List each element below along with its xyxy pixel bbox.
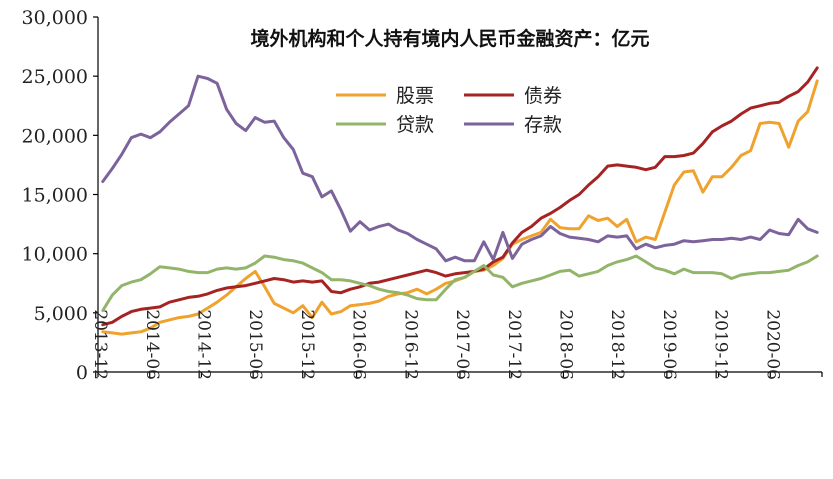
x-tick-label: 2019-06 (659, 309, 679, 380)
x-tick-label: 2014-06 (142, 309, 162, 380)
y-tick-label: 10,000 (22, 244, 88, 266)
x-tick-label: 2018-06 (555, 309, 575, 380)
x-tick-label: 2018-12 (607, 309, 627, 380)
y-tick-label: 15,000 (22, 185, 88, 207)
x-tick-label: 2014-12 (193, 309, 213, 380)
x-tick-label: 2015-12 (297, 309, 317, 380)
series-line-债券 (101, 66, 819, 327)
x-tick-label: 2017-12 (504, 309, 524, 380)
chart-title: 境外机构和个人持有境内人民币金融资产：亿元 (250, 27, 649, 50)
y-tick-label: 25,000 (22, 66, 88, 88)
y-tick-label: 5,000 (34, 303, 88, 325)
x-tick-label: 2013-12 (90, 309, 110, 380)
series-line-股票 (101, 79, 819, 336)
legend-label-贷款: 贷款 (396, 114, 434, 136)
x-tick-label: 2017-06 (452, 309, 472, 380)
y-tick-label: 20,000 (22, 125, 88, 147)
x-tick-label: 2015-06 (245, 309, 265, 380)
x-ticks: 2013-12 2014-06 2014-12 2015-06 2015-12 2016-… (90, 309, 823, 380)
x-tick-label: 2016-12 (400, 309, 420, 380)
legend-label-存款: 存款 (524, 114, 562, 136)
x-tick-label: 2016-06 (349, 309, 369, 380)
legend-label-债券: 债券 (524, 85, 562, 107)
x-tick-label: 2020-06 (762, 309, 782, 380)
plot-area (101, 66, 819, 336)
series-line-存款 (101, 74, 819, 263)
y-tick-label: 0 (76, 362, 88, 384)
series-line-贷款 (101, 254, 819, 312)
legend-label-股票: 股票 (396, 85, 434, 107)
x-tick-label: 2019-12 (711, 309, 731, 380)
y-ticks: 0 5,000 10,000 15,000 20,000 25,000 30,000 (22, 7, 98, 384)
y-tick-label: 30,000 (22, 7, 88, 29)
